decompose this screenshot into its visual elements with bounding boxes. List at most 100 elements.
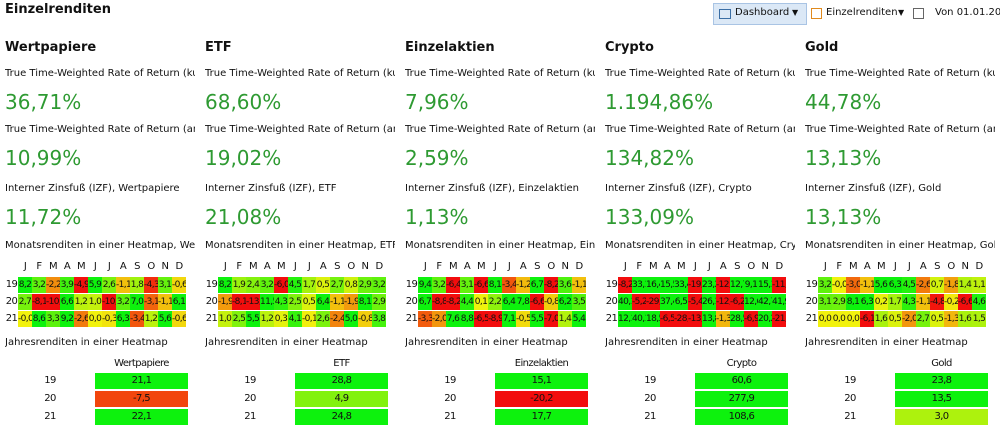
heatmap-cell: -1,1 [916, 294, 930, 310]
dashboard-label[interactable]: Dashboard [735, 7, 790, 18]
heatmap-cell: -1,8 [944, 277, 958, 293]
month-header: J [893, 261, 897, 272]
heatmap-cell: 7,6 [446, 311, 460, 327]
heatmap-cell: -0,6 [172, 311, 186, 327]
heatmap-cell: 15,1 [758, 277, 772, 293]
heatmap-cell: 20,2 [758, 311, 772, 327]
heatmap-cell: 33,1 [632, 277, 646, 293]
heatmap-cell: -2,0 [902, 311, 916, 327]
heatmap-cell: 0,5 [888, 311, 902, 327]
heatmap-cell: -0,1 [302, 311, 316, 327]
metric-value: 11,72% [5, 205, 82, 229]
month-header: N [361, 261, 369, 272]
heatmap-cell: 8,2 [218, 277, 232, 293]
dashboard-icon [719, 9, 731, 19]
heatmap-cell: -0,5 [516, 311, 530, 327]
yearly-cell: 28,8 [295, 373, 388, 389]
yearly-year: 19 [644, 375, 656, 386]
month-header: J [823, 261, 827, 272]
metric-value: 133,09% [605, 205, 694, 229]
month-header: J [423, 261, 427, 272]
heatmap-cell: 4,1 [288, 311, 302, 327]
heatmap-cell: 2,5 [232, 311, 246, 327]
month-header: J [307, 261, 311, 272]
metric-value: 134,82% [605, 146, 694, 170]
dropdown-arrow[interactable]: ▼ [898, 8, 905, 17]
metric-value: 19,02% [205, 146, 282, 170]
heatmap-label: Monatsrenditen in einer Heatmap, Einzela [405, 240, 595, 251]
month-header: S [934, 261, 940, 272]
month-header: A [719, 261, 727, 272]
date-filter[interactable]: Von 01.01.2019 [935, 7, 1000, 18]
heatmap-cell: -0,8 [544, 294, 558, 310]
month-header: D [375, 261, 383, 272]
yearly-year: 20 [444, 393, 456, 404]
heatmap-cell: 6,1 [172, 294, 186, 310]
heatmap-cell: 1,2 [144, 311, 158, 327]
month-header: N [961, 261, 969, 272]
heatmap-cell: 8,6 [32, 311, 46, 327]
month-header: D [975, 261, 983, 272]
heatmap-cell: 0,3 [274, 311, 288, 327]
heatmap-cell: -8,2 [618, 277, 632, 293]
yearly-year: 20 [44, 393, 56, 404]
heatmap-cell: -6,2 [730, 294, 744, 310]
metric-value: 68,60% [205, 90, 282, 114]
heatmap-cell: -13,2 [688, 311, 702, 327]
month-header: M [676, 261, 686, 272]
row-year: 19 [205, 279, 218, 290]
heatmap-cell: -2,2 [46, 277, 60, 293]
heatmap-cell: 1,4 [558, 311, 572, 327]
heatmap-label: Monatsrenditen in einer Heatmap, Wertpa [5, 240, 195, 251]
heatmap-cell: 1,9 [232, 277, 246, 293]
row-year: 19 [805, 279, 818, 290]
heatmap-cell: 1,2 [74, 294, 88, 310]
month-header: A [919, 261, 927, 272]
yearly-label: Jahresrenditen in einer Heatmap [605, 337, 768, 348]
heatmap-cell: -0,8 [358, 311, 372, 327]
yearly-year: 19 [444, 375, 456, 386]
heatmap-cell: -6,0 [274, 277, 288, 293]
heatmap-cell: -6,6 [474, 277, 488, 293]
heatmap-cell: 1,6 [874, 311, 888, 327]
heatmap-cell: -1,3 [716, 311, 730, 327]
heatmap-cell: 0,8 [344, 277, 358, 293]
heatmap-cell: 23,2 [702, 277, 716, 293]
heatmap-cell: -3,3 [418, 311, 432, 327]
month-header: N [161, 261, 169, 272]
heatmap-cell: 0,7 [930, 277, 944, 293]
heatmap-cell: -6,9 [744, 311, 758, 327]
heatmap-label: Monatsrenditen in einer Heatmap, Gold [805, 240, 995, 251]
dropdown-arrow[interactable]: ▼ [792, 8, 799, 17]
row-year: 21 [805, 313, 818, 324]
metric-label: Interner Zinsfuß (IZF), Einzelaktien [405, 183, 580, 194]
month-header: M [76, 261, 86, 272]
row-year: 20 [805, 296, 818, 307]
metric-label: True Time-Weighted Rate of Return (kumu [805, 68, 995, 79]
page-title: Einzelrenditen [5, 2, 111, 17]
metric-label: True Time-Weighted Rate of Return (annua [805, 124, 995, 135]
heatmap-cell: 7,8 [516, 294, 530, 310]
heatmap-cell: 0,5 [302, 294, 316, 310]
heatmap-cell: 6,7 [418, 294, 432, 310]
yearly-cell: 4,9 [295, 391, 388, 407]
heatmap-cell: -3,1 [144, 294, 158, 310]
yearly-label: Jahresrenditen in einer Heatmap [5, 337, 168, 348]
heatmap-cell: -3,4 [502, 277, 516, 293]
month-header: J [493, 261, 497, 272]
month-header: M [276, 261, 286, 272]
month-header: D [575, 261, 583, 272]
metric-label: Interner Zinsfuß (IZF), Gold [805, 183, 942, 194]
heatmap-cell: 3,6 [558, 277, 572, 293]
yearly-cell: 22,1 [95, 409, 188, 425]
heatmap-cell: 2,2 [488, 294, 502, 310]
heatmap-cell: 15,5 [660, 277, 674, 293]
heatmap-cell: -0,3 [102, 311, 116, 327]
heatmap-cell: 9,2 [60, 311, 74, 327]
heatmap-cell: -2,4 [330, 311, 344, 327]
heatmap-cell: -12,2 [716, 294, 730, 310]
view-label[interactable]: Einzelrenditen [826, 7, 898, 18]
heatmap-cell: 9,4 [418, 277, 432, 293]
heatmap-cell: -8,1 [32, 294, 46, 310]
dashboard-button[interactable] [713, 3, 807, 25]
